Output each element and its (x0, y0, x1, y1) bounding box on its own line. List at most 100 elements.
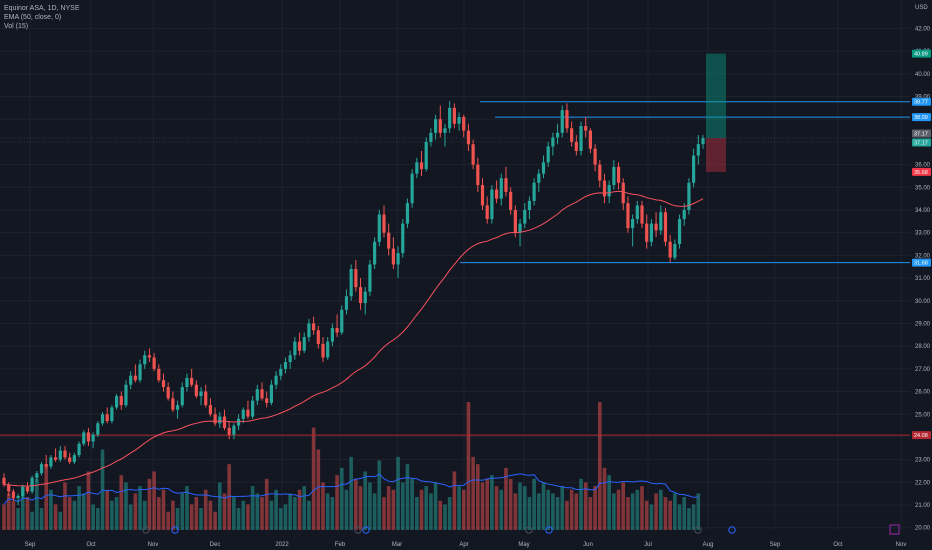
time-tick-label: Dec (210, 542, 221, 548)
candle-body (598, 164, 602, 181)
volume-bar (494, 486, 499, 530)
volume-bar (128, 504, 133, 530)
symbol-title[interactable]: Equinor ASA, 1D, NYSE (4, 5, 80, 12)
volume-bar (677, 504, 682, 530)
candle-body (462, 116, 466, 131)
candle-body (185, 377, 189, 388)
price-label-text: 35.68 (914, 170, 928, 176)
event-marker-icon (142, 526, 150, 534)
candle-body (326, 341, 330, 358)
volume-bar (11, 500, 16, 530)
position-tool[interactable] (706, 53, 726, 172)
volume-bar (396, 456, 400, 530)
volume-bar (203, 489, 208, 530)
candle-body (452, 107, 456, 124)
candle-body (471, 144, 475, 165)
volume-bar (551, 493, 555, 530)
candle-body (124, 384, 128, 406)
event-marker-icon (354, 526, 362, 534)
event-marker-icon (362, 526, 370, 534)
candle-body (523, 209, 527, 224)
price-label-badge (912, 431, 931, 440)
volume-bar (443, 504, 447, 530)
candle-body (44, 464, 48, 467)
volume-ma-line (3, 473, 699, 505)
candle-body (612, 166, 616, 186)
volume-bar (415, 497, 419, 530)
volume-bar (49, 489, 53, 530)
candle-body (171, 398, 175, 410)
volume-bar (588, 497, 593, 530)
volume-bar (180, 493, 185, 530)
candle-body (307, 323, 311, 338)
price-label-text: 31.68 (914, 261, 928, 267)
candle-body (7, 484, 11, 492)
candle-body (288, 355, 292, 363)
volume-bar (77, 486, 81, 530)
candle-body (312, 323, 316, 331)
candle-body (2, 477, 6, 485)
volume-bar (325, 493, 330, 530)
candle-body (274, 375, 278, 385)
volume-bar (490, 475, 494, 530)
time-tick-label: Sep (770, 542, 781, 548)
candle-body (574, 141, 578, 151)
price-tick-label: 36.00 (915, 163, 931, 169)
volume-bar (386, 486, 391, 530)
candle-body (448, 107, 452, 129)
candle-body (663, 212, 668, 242)
volume-bar (452, 471, 457, 530)
price-label-text: 37.17 (914, 141, 928, 147)
candle-body (54, 457, 58, 460)
candles (2, 101, 705, 506)
candle-body (114, 396, 119, 408)
time-tick-label: Jul (644, 542, 652, 548)
candle-body (302, 337, 306, 351)
horizontal-levels[interactable] (0, 101, 910, 436)
candle-body (480, 185, 485, 206)
volume-bar (246, 504, 250, 530)
time-tick-label: Aug (703, 542, 714, 548)
ema-legend[interactable]: EMA (50, close, 0) (4, 14, 62, 21)
candle-body (541, 162, 546, 174)
volume-bar (171, 500, 175, 530)
volume-bar (438, 500, 443, 530)
candle-body (204, 391, 208, 406)
price-tick-label: 25.00 (915, 412, 931, 418)
volume-bar (640, 486, 644, 530)
price-tick-label: 22.00 (915, 480, 931, 486)
candle-body (490, 189, 494, 220)
candle-body (39, 464, 44, 474)
candle-body (330, 328, 334, 342)
volume-bar (569, 489, 574, 530)
volume-legend[interactable]: Vol (15) (4, 23, 29, 30)
candle-body (194, 384, 198, 397)
candle-body (607, 185, 611, 197)
candle-body (25, 486, 30, 492)
candle-body (222, 416, 227, 428)
price-axis[interactable]: 42.0041.0040.0039.0038.0037.0036.0035.00… (910, 0, 932, 550)
candle-body (682, 209, 686, 220)
volume-bar (616, 489, 621, 530)
candle-body (72, 455, 76, 462)
volume-bar (241, 500, 246, 530)
time-axis[interactable]: Sep Oct Nov Dec 2022 Feb Mar Apr May Jun Jul Aug Sep… (0, 537, 932, 550)
volume-bar (532, 478, 536, 530)
event-markers[interactable] (142, 524, 900, 535)
price-tick-label: 26.00 (915, 390, 931, 396)
candle-body (438, 119, 442, 133)
candle-body (640, 205, 644, 224)
volume-bar (199, 508, 203, 530)
volume-bar (232, 497, 236, 530)
volume-bar (222, 493, 227, 530)
candle-body (635, 205, 639, 220)
candle-body (373, 241, 377, 265)
candle-body (349, 269, 353, 297)
volume-bar (189, 504, 194, 530)
candle-body (509, 191, 513, 210)
volume-bar (673, 493, 677, 530)
volume-bar (35, 478, 39, 530)
candle-body (565, 110, 569, 129)
